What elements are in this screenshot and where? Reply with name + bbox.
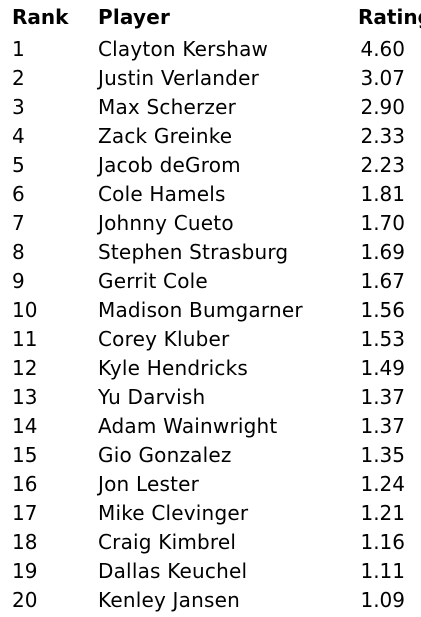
player-name-cell: Jon Lester [84, 470, 358, 499]
rating-cell: 1.11 [358, 557, 421, 586]
rank-cell: 2 [0, 64, 84, 93]
player-name-cell: Mike Clevinger [84, 499, 358, 528]
player-name-cell: Zack Greinke [84, 122, 358, 151]
player-name-cell: Kyle Hendricks [84, 354, 358, 383]
rank-cell: 15 [0, 441, 84, 470]
rank-cell: 8 [0, 238, 84, 267]
rating-cell: 3.07 [358, 64, 421, 93]
rating-cell: 1.24 [358, 470, 421, 499]
table-row: 8 Stephen Strasburg 1.69 [0, 238, 421, 267]
rank-cell: 7 [0, 209, 84, 238]
rating-cell: 1.70 [358, 209, 421, 238]
rank-column-header: Rank [0, 0, 84, 35]
rank-cell: 6 [0, 180, 84, 209]
table-body: 1 Clayton Kershaw 4.60 2 Justin Verlande… [0, 35, 421, 615]
player-name-cell: Craig Kimbrel [84, 528, 358, 557]
table-row: 15 Gio Gonzalez 1.35 [0, 441, 421, 470]
rating-cell: 1.09 [358, 586, 421, 615]
player-name-cell: Corey Kluber [84, 325, 358, 354]
rating-cell: 1.37 [358, 383, 421, 412]
rating-cell: 2.23 [358, 151, 421, 180]
table-row: 19 Dallas Keuchel 1.11 [0, 557, 421, 586]
table-row: 18 Craig Kimbrel 1.16 [0, 528, 421, 557]
player-name-cell: Clayton Kershaw [84, 35, 358, 64]
rating-cell: 1.37 [358, 412, 421, 441]
table-header: Rank Player Rating [0, 0, 421, 35]
player-name-cell: Cole Hamels [84, 180, 358, 209]
rating-cell: 1.35 [358, 441, 421, 470]
rating-cell: 1.21 [358, 499, 421, 528]
table-row: 1 Clayton Kershaw 4.60 [0, 35, 421, 64]
table-row: 4 Zack Greinke 2.33 [0, 122, 421, 151]
table-row: 2 Justin Verlander 3.07 [0, 64, 421, 93]
rank-cell: 14 [0, 412, 84, 441]
player-name-cell: Jacob deGrom [84, 151, 358, 180]
rank-cell: 11 [0, 325, 84, 354]
rating-column-header: Rating [358, 0, 421, 35]
rank-cell: 20 [0, 586, 84, 615]
player-name-cell: Madison Bumgarner [84, 296, 358, 325]
player-name-cell: Johnny Cueto [84, 209, 358, 238]
player-name-cell: Gerrit Cole [84, 267, 358, 296]
rating-cell: 1.49 [358, 354, 421, 383]
header-row: Rank Player Rating [0, 0, 421, 35]
table-row: 6 Cole Hamels 1.81 [0, 180, 421, 209]
table-row: 9 Gerrit Cole 1.67 [0, 267, 421, 296]
rank-cell: 3 [0, 93, 84, 122]
rank-cell: 18 [0, 528, 84, 557]
rank-cell: 4 [0, 122, 84, 151]
rating-cell: 1.81 [358, 180, 421, 209]
table-row: 17 Mike Clevinger 1.21 [0, 499, 421, 528]
table-row: 14 Adam Wainwright 1.37 [0, 412, 421, 441]
player-name-cell: Justin Verlander [84, 64, 358, 93]
table-row: 16 Jon Lester 1.24 [0, 470, 421, 499]
table-row: 20 Kenley Jansen 1.09 [0, 586, 421, 615]
rank-cell: 1 [0, 35, 84, 64]
rank-cell: 10 [0, 296, 84, 325]
player-name-cell: Gio Gonzalez [84, 441, 358, 470]
rating-cell: 2.90 [358, 93, 421, 122]
rating-cell: 4.60 [358, 35, 421, 64]
table-row: 11 Corey Kluber 1.53 [0, 325, 421, 354]
player-name-cell: Kenley Jansen [84, 586, 358, 615]
player-name-cell: Dallas Keuchel [84, 557, 358, 586]
rating-cell: 1.69 [358, 238, 421, 267]
rank-cell: 9 [0, 267, 84, 296]
rank-cell: 5 [0, 151, 84, 180]
table-row: 5 Jacob deGrom 2.23 [0, 151, 421, 180]
rating-cell: 1.53 [358, 325, 421, 354]
rating-cell: 1.56 [358, 296, 421, 325]
rating-cell: 2.33 [358, 122, 421, 151]
table-row: 7 Johnny Cueto 1.70 [0, 209, 421, 238]
player-column-header: Player [84, 0, 358, 35]
player-name-cell: Max Scherzer [84, 93, 358, 122]
player-name-cell: Adam Wainwright [84, 412, 358, 441]
rank-cell: 19 [0, 557, 84, 586]
table-row: 10 Madison Bumgarner 1.56 [0, 296, 421, 325]
table-row: 3 Max Scherzer 2.90 [0, 93, 421, 122]
rank-cell: 13 [0, 383, 84, 412]
rating-cell: 1.67 [358, 267, 421, 296]
rank-cell: 12 [0, 354, 84, 383]
table-row: 13 Yu Darvish 1.37 [0, 383, 421, 412]
player-name-cell: Stephen Strasburg [84, 238, 358, 267]
rating-cell: 1.16 [358, 528, 421, 557]
rank-cell: 17 [0, 499, 84, 528]
player-name-cell: Yu Darvish [84, 383, 358, 412]
rank-cell: 16 [0, 470, 84, 499]
table-row: 12 Kyle Hendricks 1.49 [0, 354, 421, 383]
